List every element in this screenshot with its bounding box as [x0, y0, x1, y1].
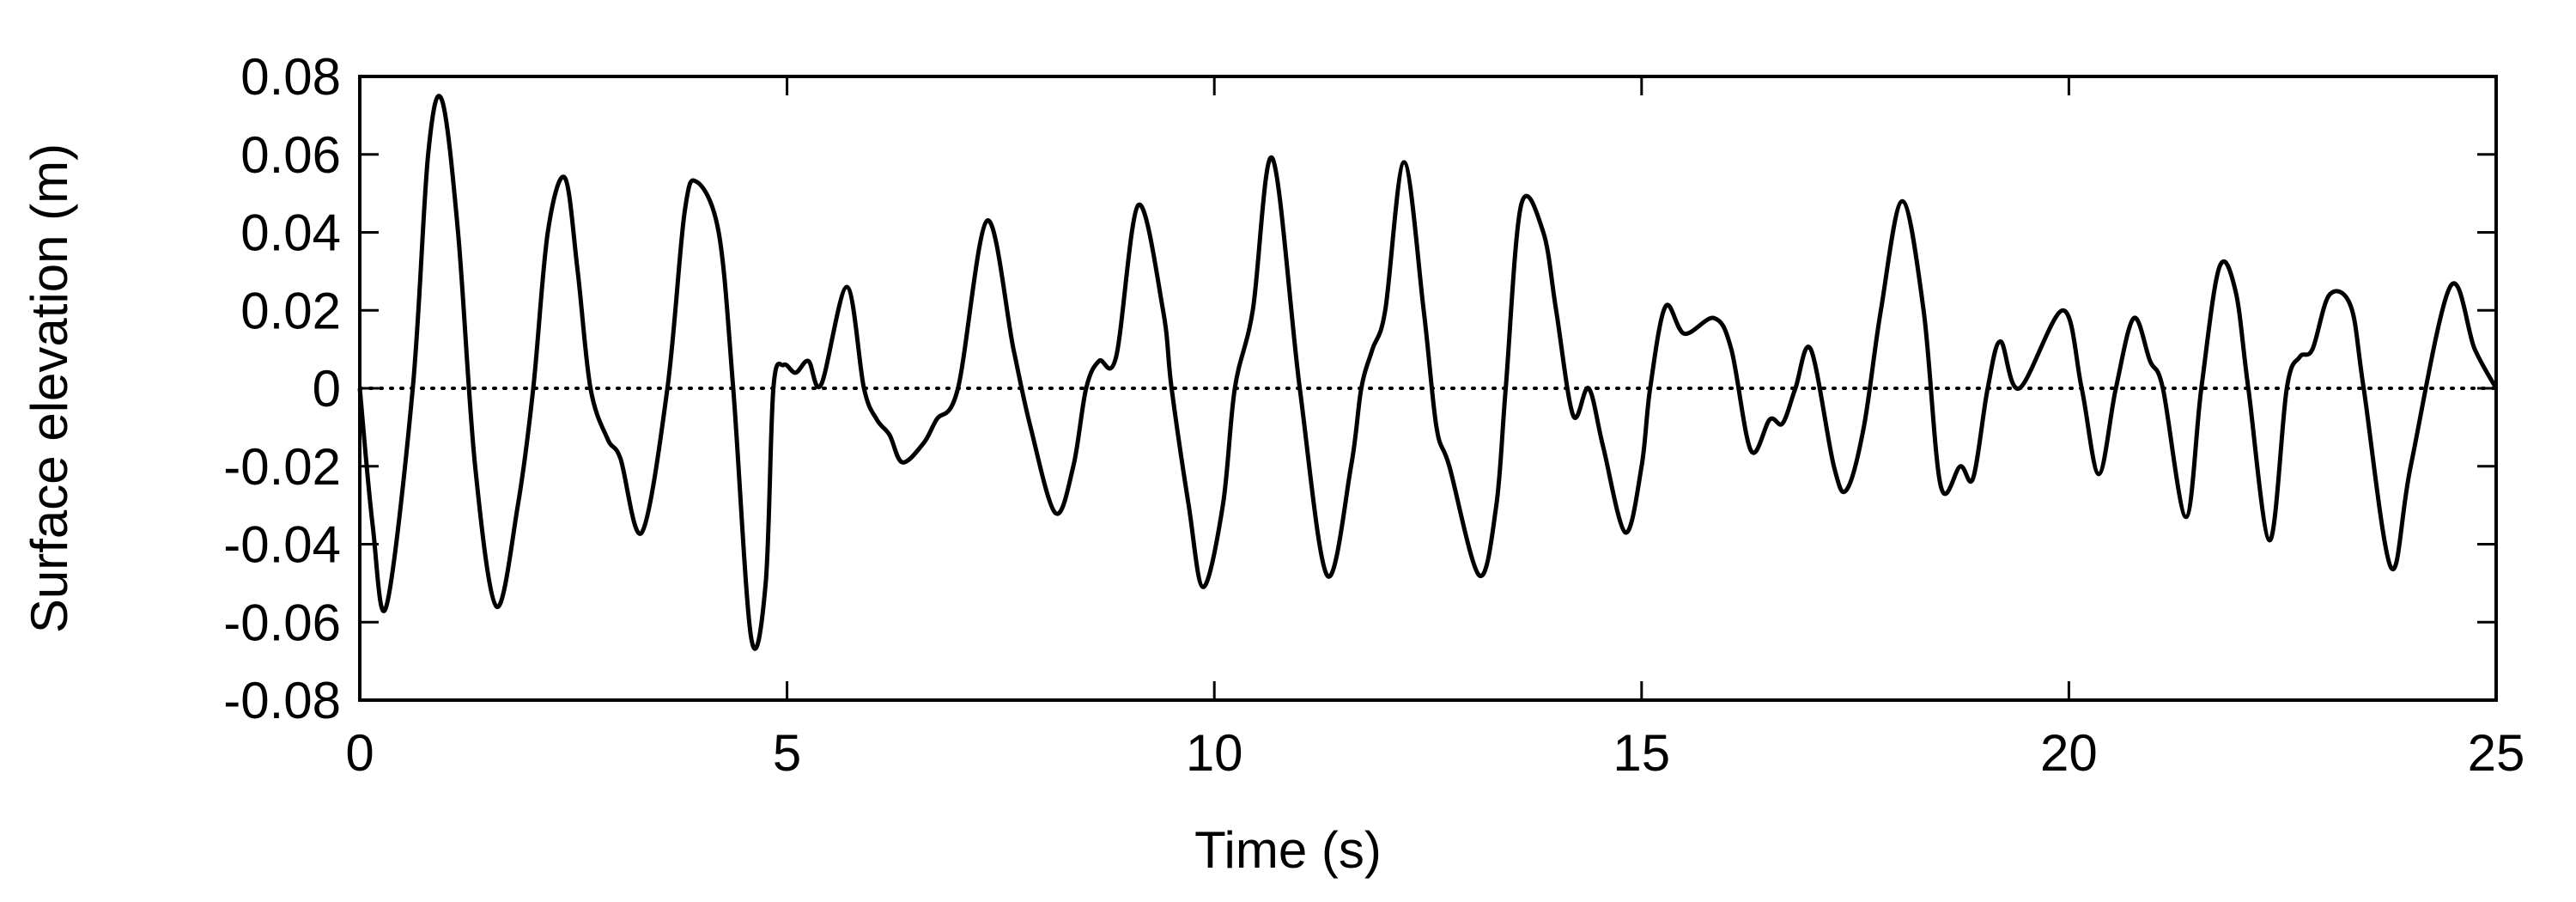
y-tick-label: 0.04 — [240, 204, 341, 262]
x-tick-label: 0 — [345, 724, 374, 782]
y-tick-label: -0.02 — [223, 438, 341, 496]
y-tick-label: 0.02 — [240, 282, 341, 339]
y-axis-title: Surface elevation (m) — [21, 143, 78, 633]
x-tick-label: 10 — [1186, 724, 1243, 782]
x-tick-label: 5 — [773, 724, 801, 782]
y-tick-label: -0.06 — [223, 594, 341, 651]
data-line — [357, 94, 2499, 651]
x-tick-label: 15 — [1613, 724, 1670, 782]
y-tick-label: -0.04 — [223, 516, 341, 574]
y-tick-label: -0.08 — [223, 672, 341, 729]
x-axis-title: Time (s) — [1194, 821, 1382, 879]
y-tick-label: 0 — [313, 360, 341, 417]
plot-frame — [358, 75, 2498, 702]
y-tick-label: 0.08 — [240, 48, 341, 106]
y-tick-label: 0.06 — [240, 126, 341, 184]
x-tick-label: 20 — [2040, 724, 2098, 782]
x-tick-label: 25 — [2468, 724, 2525, 782]
